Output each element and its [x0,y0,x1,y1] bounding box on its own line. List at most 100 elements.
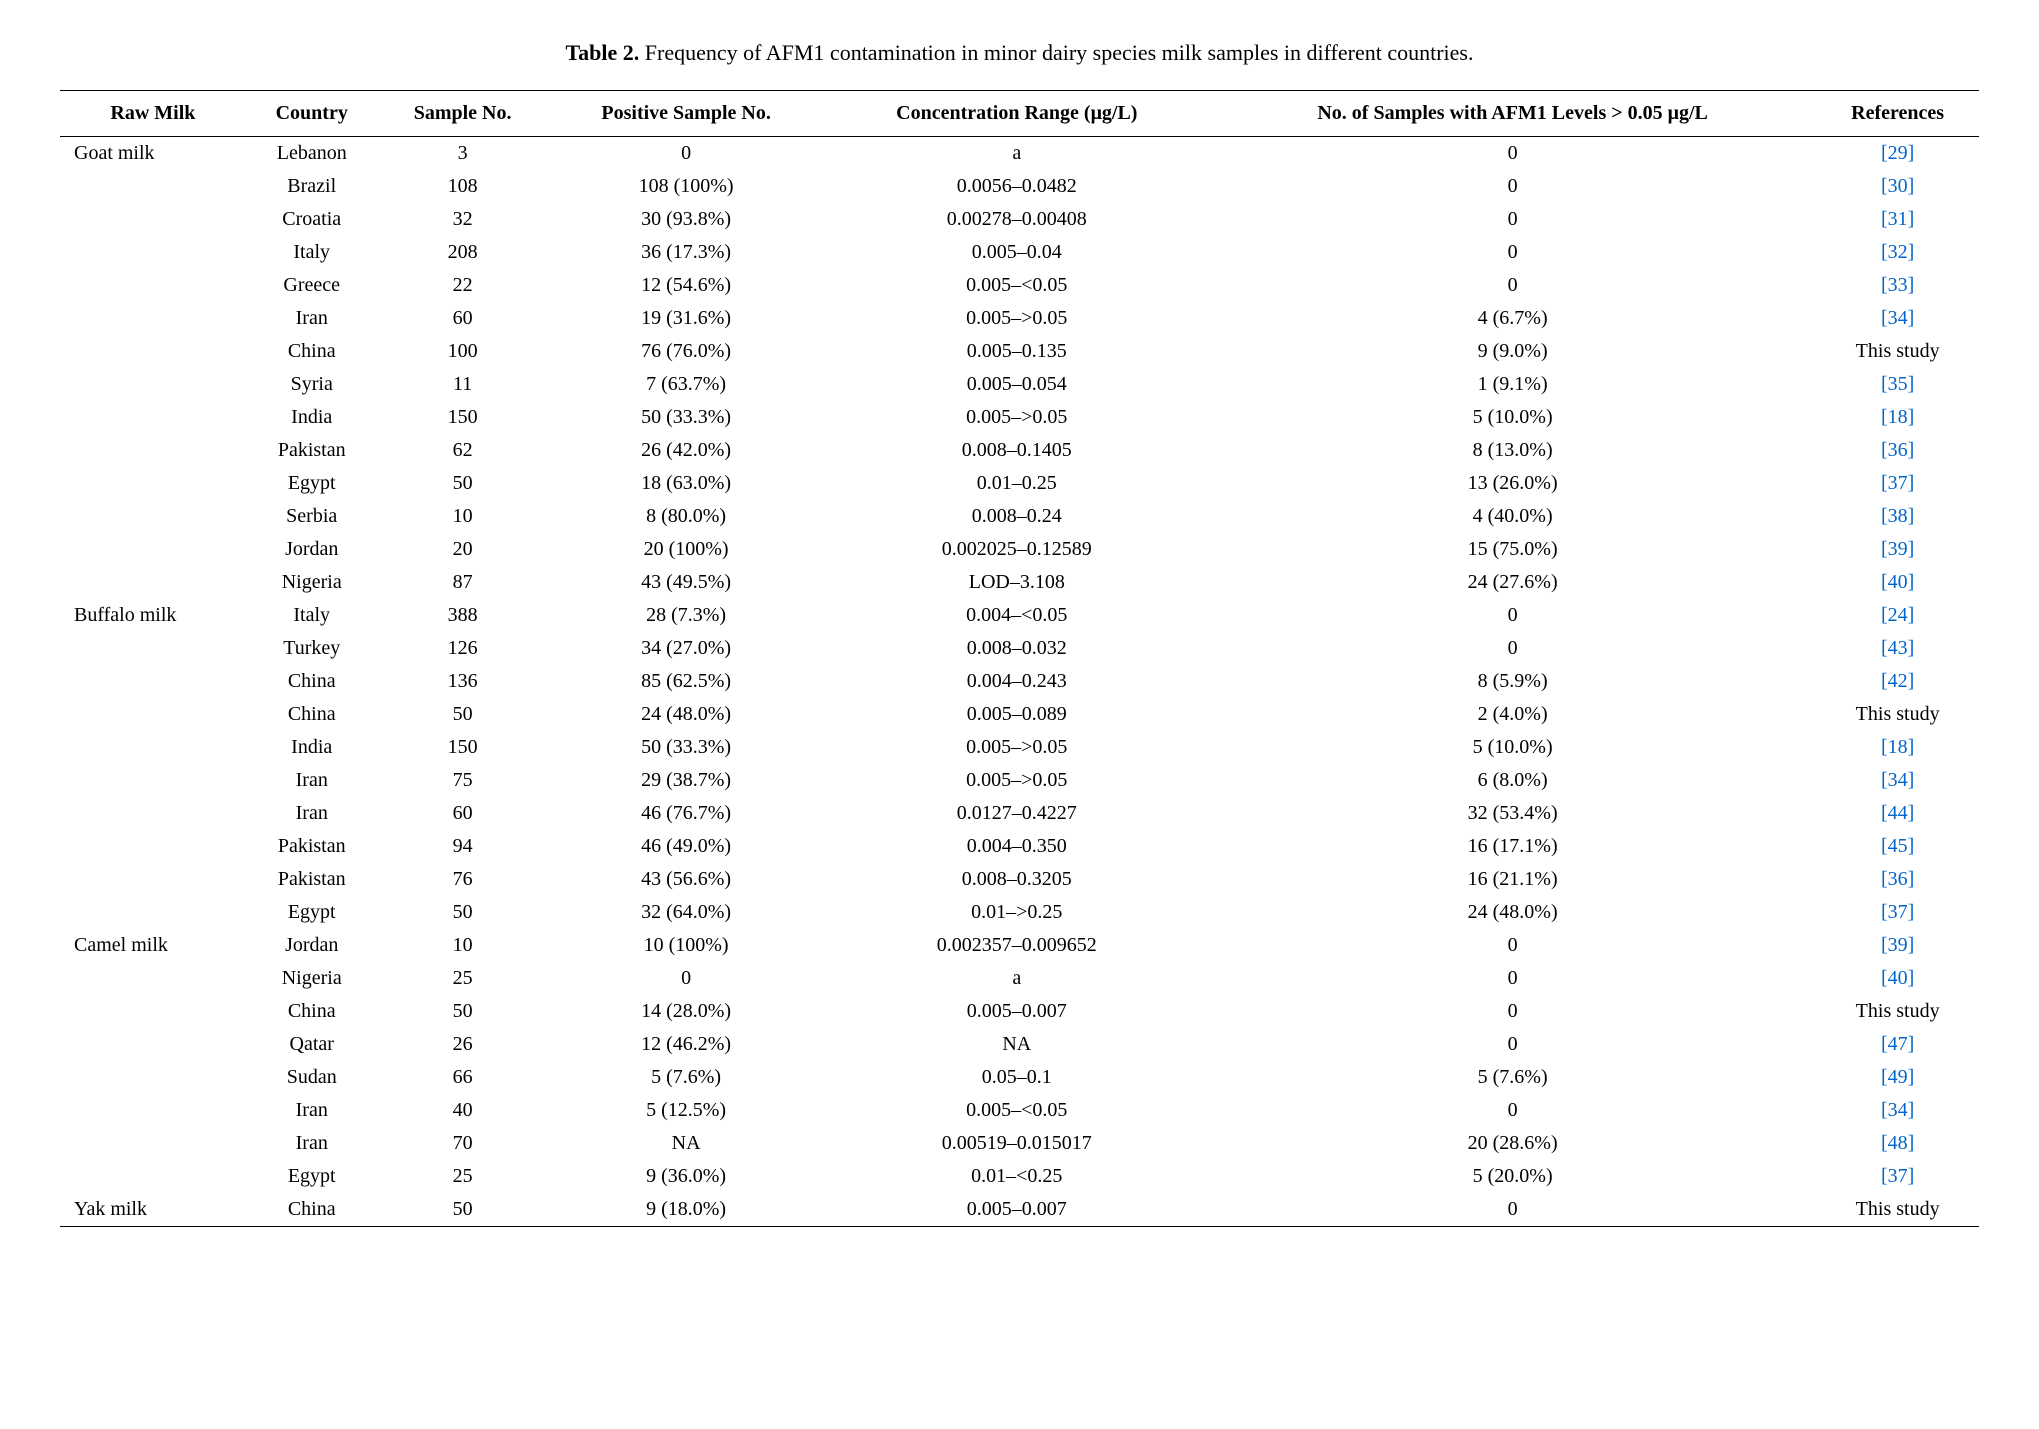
table-row: Syria117 (63.7%)0.005–0.0541 (9.1%)[35] [60,368,1979,401]
cell-positive: 43 (49.5%) [548,566,825,599]
reference-link[interactable]: [33] [1881,274,1914,296]
cell-over: 2 (4.0%) [1209,698,1816,731]
reference-link[interactable]: [39] [1881,934,1914,956]
reference-link[interactable]: [18] [1881,406,1914,428]
cell-range: 0.005–0.04 [825,236,1209,269]
reference-link[interactable]: [37] [1881,472,1914,494]
reference-link[interactable]: [29] [1881,142,1914,164]
cell-positive: 29 (38.7%) [548,764,825,797]
reference-link[interactable]: [48] [1881,1132,1914,1154]
cell-sampleno: 150 [378,731,548,764]
reference-link[interactable]: [35] [1881,373,1914,395]
cell-reference: [30] [1816,170,1979,203]
cell-sampleno: 94 [378,830,548,863]
cell-rawmilk: Goat milk [60,137,246,171]
reference-link[interactable]: [43] [1881,637,1914,659]
cell-country: Iran [246,1094,378,1127]
cell-range: 0.005–0.007 [825,1193,1209,1227]
col-over: No. of Samples with AFM1 Levels > 0.05 μ… [1209,91,1816,137]
cell-reference: [37] [1816,896,1979,929]
cell-over: 15 (75.0%) [1209,533,1816,566]
reference-link[interactable]: [18] [1881,736,1914,758]
reference-link[interactable]: [32] [1881,241,1914,263]
reference-link[interactable]: [36] [1881,439,1914,461]
reference-link[interactable]: [34] [1881,769,1914,791]
cell-reference: [49] [1816,1061,1979,1094]
cell-rawmilk [60,632,246,665]
reference-link[interactable]: [42] [1881,670,1914,692]
cell-sampleno: 62 [378,434,548,467]
reference-link[interactable]: [45] [1881,835,1914,857]
table-caption: Table 2. Frequency of AFM1 contamination… [60,40,1979,66]
cell-rawmilk [60,731,246,764]
reference-link[interactable]: [37] [1881,1165,1914,1187]
reference-link[interactable]: [30] [1881,175,1914,197]
cell-country: Jordan [246,533,378,566]
cell-sampleno: 60 [378,797,548,830]
reference-link[interactable]: [31] [1881,208,1914,230]
cell-country: Iran [246,1127,378,1160]
cell-sampleno: 3 [378,137,548,171]
cell-over: 0 [1209,599,1816,632]
cell-country: Pakistan [246,434,378,467]
cell-positive: 85 (62.5%) [548,665,825,698]
cell-over: 0 [1209,1094,1816,1127]
cell-range: 0.004–0.350 [825,830,1209,863]
cell-range: 0.01–<0.25 [825,1160,1209,1193]
cell-country: Syria [246,368,378,401]
cell-over: 16 (21.1%) [1209,863,1816,896]
cell-positive: 46 (76.7%) [548,797,825,830]
cell-positive: 32 (64.0%) [548,896,825,929]
cell-positive: 9 (36.0%) [548,1160,825,1193]
reference-link[interactable]: [49] [1881,1066,1914,1088]
cell-country: Nigeria [246,962,378,995]
cell-sampleno: 10 [378,500,548,533]
cell-over: 24 (27.6%) [1209,566,1816,599]
reference-link[interactable]: [44] [1881,802,1914,824]
table-row: China13685 (62.5%)0.004–0.2438 (5.9%)[42… [60,665,1979,698]
table-row: Italy20836 (17.3%)0.005–0.040[32] [60,236,1979,269]
table-row: Qatar2612 (46.2%)NA0[47] [60,1028,1979,1061]
cell-range: 0.004–0.243 [825,665,1209,698]
reference-link[interactable]: [34] [1881,1099,1914,1121]
reference-link[interactable]: [40] [1881,967,1914,989]
cell-reference: [24] [1816,599,1979,632]
reference-link[interactable]: [47] [1881,1033,1914,1055]
cell-sampleno: 208 [378,236,548,269]
cell-range: 0.01–>0.25 [825,896,1209,929]
reference-link[interactable]: [39] [1881,538,1914,560]
table-row: Pakistan6226 (42.0%)0.008–0.14058 (13.0%… [60,434,1979,467]
cell-sampleno: 75 [378,764,548,797]
cell-sampleno: 10 [378,929,548,962]
cell-positive: 20 (100%) [548,533,825,566]
cell-over: 4 (6.7%) [1209,302,1816,335]
cell-sampleno: 25 [378,962,548,995]
cell-sampleno: 87 [378,566,548,599]
cell-positive: 50 (33.3%) [548,731,825,764]
reference-link[interactable]: [38] [1881,505,1914,527]
table-row: Yak milkChina509 (18.0%)0.005–0.0070This… [60,1193,1979,1227]
reference-link[interactable]: [36] [1881,868,1914,890]
cell-over: 6 (8.0%) [1209,764,1816,797]
reference-link[interactable]: [34] [1881,307,1914,329]
reference-link[interactable]: [40] [1881,571,1914,593]
cell-reference: [37] [1816,467,1979,500]
reference-link[interactable]: [24] [1881,604,1914,626]
cell-range: 0.00519–0.015017 [825,1127,1209,1160]
cell-over: 5 (20.0%) [1209,1160,1816,1193]
cell-rawmilk [60,434,246,467]
cell-positive: 18 (63.0%) [548,467,825,500]
cell-over: 9 (9.0%) [1209,335,1816,368]
cell-reference: [40] [1816,566,1979,599]
reference-link[interactable]: [37] [1881,901,1914,923]
cell-reference: [44] [1816,797,1979,830]
cell-positive: 36 (17.3%) [548,236,825,269]
cell-range: 0.01–0.25 [825,467,1209,500]
cell-rawmilk [60,830,246,863]
cell-positive: 5 (12.5%) [548,1094,825,1127]
cell-country: Turkey [246,632,378,665]
table-header-row: Raw Milk Country Sample No. Positive Sam… [60,91,1979,137]
cell-country: China [246,1193,378,1227]
cell-reference: [34] [1816,1094,1979,1127]
cell-rawmilk [60,269,246,302]
